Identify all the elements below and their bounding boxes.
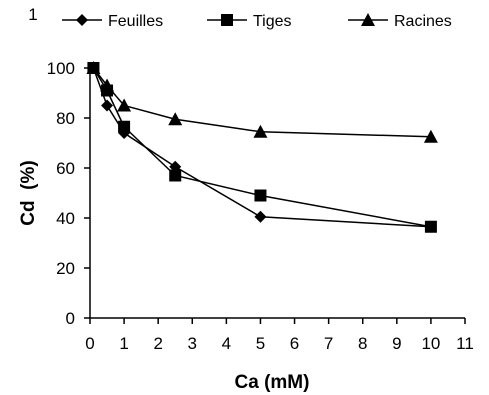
legend-marker-tiges (221, 14, 233, 26)
y-axis-title: Cd (%) (18, 160, 39, 225)
corner-label: 1 (28, 5, 37, 24)
legend: Feuilles Tiges Racines (62, 13, 452, 30)
y-tick-label: 80 (56, 109, 75, 128)
legend-marker-feuilles (76, 14, 88, 26)
x-tick-label: 2 (153, 334, 162, 353)
data-point-tiges (118, 120, 131, 133)
data-point-racines (100, 78, 115, 92)
y-tick-label: 20 (56, 259, 75, 278)
x-tick-label: 1 (119, 334, 128, 353)
data-point-feuilles (101, 99, 114, 112)
x-tick-label: 7 (324, 334, 333, 353)
x-tick-label: 8 (358, 334, 367, 353)
x-tick-label: 3 (188, 334, 197, 353)
data-point-racines (253, 124, 268, 138)
series-line-tiges (92, 67, 432, 228)
x-tick-label: 4 (222, 334, 231, 353)
data-point-feuilles (254, 210, 267, 223)
data-point-tiges (169, 169, 182, 182)
y-tick-label: 40 (56, 209, 75, 228)
series-line-racines (92, 67, 431, 138)
y-tick-label: 100 (47, 59, 75, 78)
x-tick-label: 0 (85, 334, 94, 353)
series-line-feuilles (92, 67, 431, 228)
x-tick-label: 6 (290, 334, 299, 353)
data-point-racines (423, 129, 438, 143)
x-axis-title: Ca (mM) (235, 372, 310, 393)
x-tick-label: 10 (421, 334, 440, 353)
data-point-racines (168, 112, 183, 126)
data-point-racines (117, 98, 132, 112)
legend-label-feuilles: Feuilles (108, 13, 163, 30)
series-group (86, 61, 438, 233)
x-tick-label: 9 (392, 334, 401, 353)
legend-label-racines: Racines (394, 13, 452, 30)
y-tick-label: 60 (56, 159, 75, 178)
y-ticks: 0 20 40 60 80 100 (47, 59, 90, 328)
x-tick-label: 5 (256, 334, 265, 353)
data-point-racines (86, 61, 101, 74)
x-tick-label: 11 (456, 334, 474, 353)
x-ticks: 0 1 2 3 4 5 6 7 8 9 10 11 (85, 318, 474, 353)
y-tick-label: 0 (66, 309, 75, 328)
legend-label-tiges: Tiges (253, 13, 292, 30)
data-point-tiges (424, 220, 437, 233)
legend-marker-racines (361, 13, 375, 26)
data-point-tiges (254, 189, 267, 202)
